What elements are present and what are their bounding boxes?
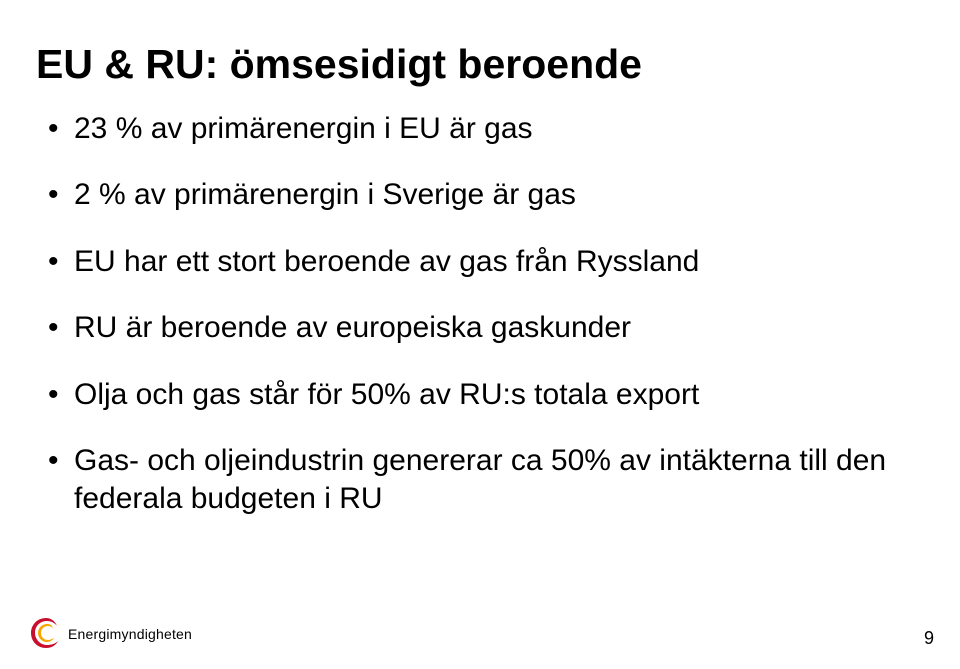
swirl-inner bbox=[38, 624, 54, 642]
swirl-outer bbox=[31, 618, 58, 648]
slide-title: EU & RU: ömsesidigt beroende bbox=[36, 41, 924, 88]
bullet-list: 23 % av primärenergin i EU är gas 2 % av… bbox=[48, 110, 900, 547]
logo-text: Energimyndigheten bbox=[68, 626, 192, 642]
bullet-item: 23 % av primärenergin i EU är gas bbox=[48, 110, 900, 148]
footer-logo: Energimyndigheten bbox=[28, 615, 218, 651]
bullet-item: Gas- och oljeindustrin genererar ca 50% … bbox=[48, 442, 900, 519]
bullet-item: EU har ett stort beroende av gas från Ry… bbox=[48, 243, 900, 281]
energimyndigheten-logo-icon: Energimyndigheten bbox=[28, 615, 218, 651]
bullet-item: RU är beroende av europeiska gaskunder bbox=[48, 309, 900, 347]
page-number: 9 bbox=[924, 628, 934, 649]
bullet-item: 2 % av primärenergin i Sverige är gas bbox=[48, 176, 900, 214]
slide: EU & RU: ömsesidigt beroende 23 % av pri… bbox=[0, 0, 960, 669]
bullet-item: Olja och gas står för 50% av RU:s totala… bbox=[48, 376, 900, 414]
